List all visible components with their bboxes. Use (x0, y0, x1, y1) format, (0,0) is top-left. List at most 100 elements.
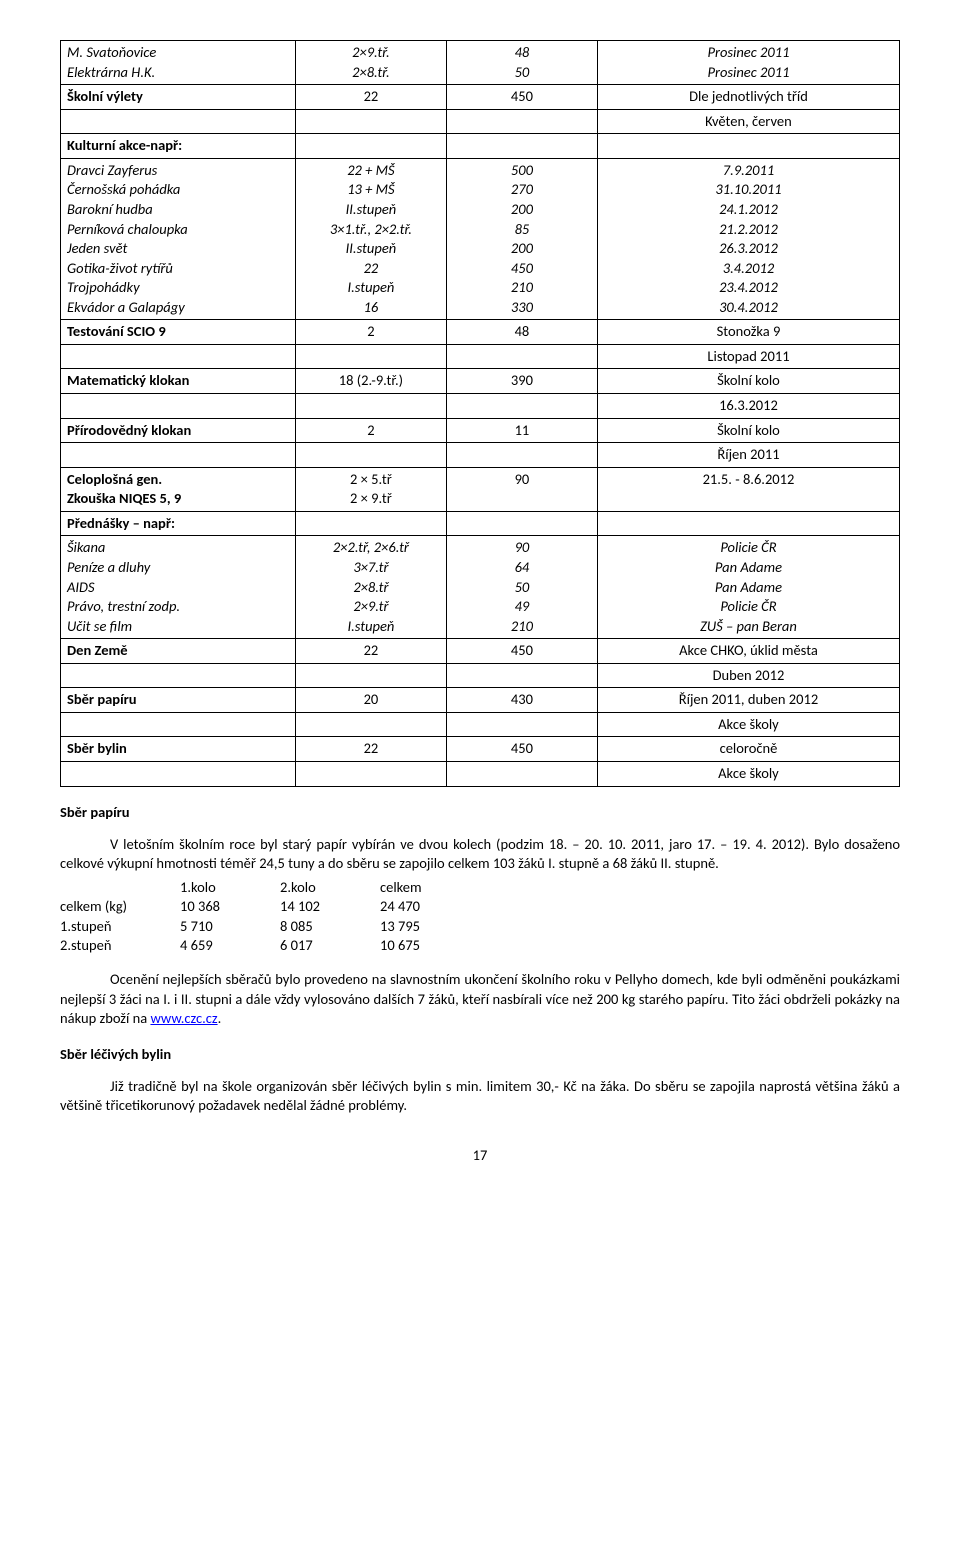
table-cell (446, 511, 597, 536)
table-cell: 390 (446, 369, 597, 394)
table-cell (446, 663, 597, 688)
table-row: Přednášky – např: (61, 511, 900, 536)
table-cell: 18 (2.-9.tř.) (295, 369, 446, 394)
table-cell: 430 (446, 688, 597, 713)
table-cell: 2 (295, 418, 446, 443)
table-cell: 50027020085200450210330 (446, 158, 597, 320)
table-row: Říjen 2011 (61, 443, 900, 468)
table-row: Kulturní akce-např: (61, 134, 900, 159)
table-row: 16.3.2012 (61, 394, 900, 419)
table-row: ŠikanaPeníze a dluhyAIDSPrávo, trestní z… (61, 536, 900, 639)
table-cell: Dle jednotlivých tříd (597, 85, 899, 110)
stat-cell: 2.kolo (280, 878, 380, 898)
table-row: Sběr papíru20430Říjen 2011, duben 2012 (61, 688, 900, 713)
stat-cell: 14 102 (280, 897, 380, 917)
table-cell: M. SvatoňoviceElektrárna H.K. (61, 41, 296, 85)
table-cell (446, 394, 597, 419)
table-cell: 2×2.tř, 2×6.tř3×7.tř2×8.tř2×9.třI.stupeň (295, 536, 446, 639)
table-cell: 90645049210 (446, 536, 597, 639)
table-cell: Školní výlety (61, 85, 296, 110)
stat-cell: 2.stupeň (60, 936, 180, 956)
table-cell: Dravci ZayferusČernošská pohádkaBarokní … (61, 158, 296, 320)
table-row: Květen, červen (61, 109, 900, 134)
table-cell: Říjen 2011, duben 2012 (597, 688, 899, 713)
table-cell: 7.9.201131.10.201124.1.201221.2.201226.3… (597, 158, 899, 320)
table-cell: celoročně (597, 737, 899, 762)
czc-link[interactable]: www.czc.cz (150, 1009, 217, 1027)
table-cell: 11 (446, 418, 597, 443)
table-cell: 22 (295, 639, 446, 664)
stat-cell: 10 675 (380, 936, 480, 956)
table-cell (61, 344, 296, 369)
table-cell: 48 (446, 320, 597, 345)
table-row: Akce školy (61, 712, 900, 737)
table-cell: Listopad 2011 (597, 344, 899, 369)
stat-cell: 1.kolo (180, 878, 280, 898)
table-cell: Den Země (61, 639, 296, 664)
stat-cell: 1.stupeň (60, 917, 180, 937)
table-cell: Testování SCIO 9 (61, 320, 296, 345)
table-cell (295, 344, 446, 369)
table-cell: Duben 2012 (597, 663, 899, 688)
table-cell: Říjen 2011 (597, 443, 899, 468)
table-cell: 2×9.tř.2×8.tř. (295, 41, 446, 85)
table-cell (446, 443, 597, 468)
page-number: 17 (60, 1146, 900, 1164)
stat-cell: 8 085 (280, 917, 380, 937)
table-cell (295, 443, 446, 468)
table-cell (446, 344, 597, 369)
stat-cell: 24 470 (380, 897, 480, 917)
table-cell (295, 511, 446, 536)
table-cell: 22 + MŠ13 + MŠII.stupeň3×1.tř., 2×2.tř.I… (295, 158, 446, 320)
table-row: Celoplošná gen.Zkouška NIQES 5, 92 × 5.t… (61, 467, 900, 511)
table-cell: Prosinec 2011Prosinec 2011 (597, 41, 899, 85)
table-cell (295, 134, 446, 159)
table-cell (61, 663, 296, 688)
section-paper-para2: Ocenění nejlepších sběračů bylo proveden… (60, 970, 900, 1029)
stat-cell: 4 659 (180, 936, 280, 956)
table-cell: 4850 (446, 41, 597, 85)
table-cell (61, 762, 296, 787)
table-cell: 2 × 5.tř2 × 9.tř (295, 467, 446, 511)
table-row: Sběr bylin22450celoročně (61, 737, 900, 762)
table-cell (295, 762, 446, 787)
table-row: Testování SCIO 9248Stonožka 9 (61, 320, 900, 345)
stat-cell: 13 795 (380, 917, 480, 937)
table-cell: 20 (295, 688, 446, 713)
stat-cell: celkem (kg) (60, 897, 180, 917)
table-cell: 90 (446, 467, 597, 511)
table-cell: Celoplošná gen.Zkouška NIQES 5, 9 (61, 467, 296, 511)
section-paper-heading: Sběr papíru (60, 803, 900, 821)
table-cell: Akce školy (597, 712, 899, 737)
table-cell: 2 (295, 320, 446, 345)
section-herbs-para: Již tradičně byl na škole organizován sb… (60, 1077, 900, 1116)
stat-cell: 6 017 (280, 936, 380, 956)
table-cell: 450 (446, 85, 597, 110)
table-cell: 22 (295, 737, 446, 762)
table-cell (446, 762, 597, 787)
table-cell (597, 511, 899, 536)
table-cell: Policie ČRPan AdamePan AdamePolicie ČRZU… (597, 536, 899, 639)
table-cell (61, 712, 296, 737)
table-row: Přírodovědný klokan211Školní kolo (61, 418, 900, 443)
section-herbs-heading: Sběr léčivých bylin (60, 1045, 900, 1063)
table-row: Listopad 2011 (61, 344, 900, 369)
stat-cell (60, 878, 180, 898)
table-cell (446, 109, 597, 134)
table-cell: Květen, červen (597, 109, 899, 134)
table-cell (597, 134, 899, 159)
table-cell (295, 663, 446, 688)
table-row: Dravci ZayferusČernošská pohádkaBarokní … (61, 158, 900, 320)
table-cell (61, 109, 296, 134)
table-row: Duben 2012 (61, 663, 900, 688)
table-cell: Akce CHKO, úklid města (597, 639, 899, 664)
table-cell: Sběr bylin (61, 737, 296, 762)
table-row: Akce školy (61, 762, 900, 787)
section-paper-para1: V letošním školním roce byl starý papír … (60, 835, 900, 874)
activities-table: M. SvatoňoviceElektrárna H.K.2×9.tř.2×8.… (60, 40, 900, 787)
stat-cell: 10 368 (180, 897, 280, 917)
table-row: Školní výlety22450Dle jednotlivých tříd (61, 85, 900, 110)
table-cell: Přírodovědný klokan (61, 418, 296, 443)
table-cell (61, 443, 296, 468)
stat-cell: celkem (380, 878, 480, 898)
